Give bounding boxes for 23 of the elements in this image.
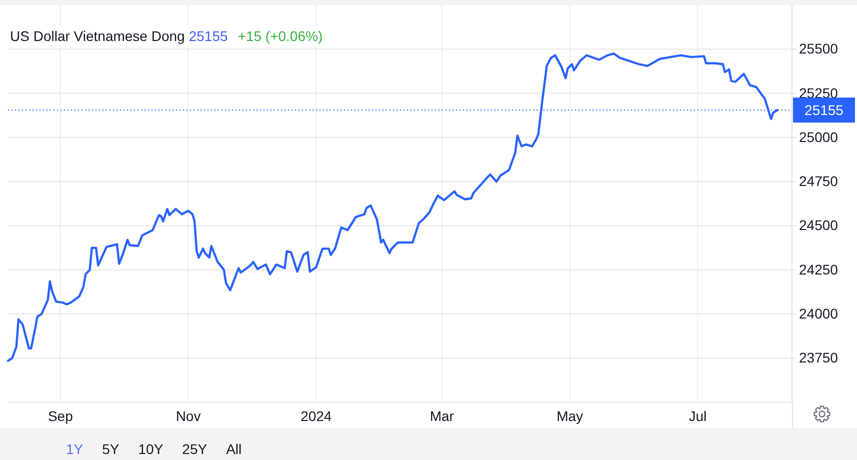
text: 5Y [102, 441, 120, 457]
x-tick-label: Jul [688, 408, 707, 424]
x-tick-label: Nov [176, 408, 201, 424]
x-tick-label: Mar [430, 408, 454, 424]
y-tick-label: 24000 [799, 305, 838, 322]
x-tick-label: May [556, 408, 584, 424]
text: 1Y [66, 441, 84, 457]
ref-line-label: 25155 [804, 102, 844, 118]
text: 10Y [138, 441, 164, 457]
y-tick-label: 24500 [799, 217, 838, 234]
x-tick-label: 2024 [300, 408, 332, 424]
text: US Dollar Vietnamese Dong [10, 28, 185, 44]
y-tick-label: 23750 [799, 350, 838, 366]
y-tick-label: 25250 [799, 84, 838, 101]
y-tick-label: 24250 [799, 261, 838, 278]
text: 25Y [182, 441, 208, 457]
text: All [226, 441, 242, 457]
x-tick-label: Sep [48, 408, 74, 424]
annotation: 25155 [188, 28, 228, 44]
y-tick-label: 25500 [799, 40, 838, 57]
y-tick-label: 25000 [799, 128, 838, 145]
annotation: +15 (+0.06%) [238, 28, 323, 44]
y-tick-label: 24750 [799, 173, 838, 190]
